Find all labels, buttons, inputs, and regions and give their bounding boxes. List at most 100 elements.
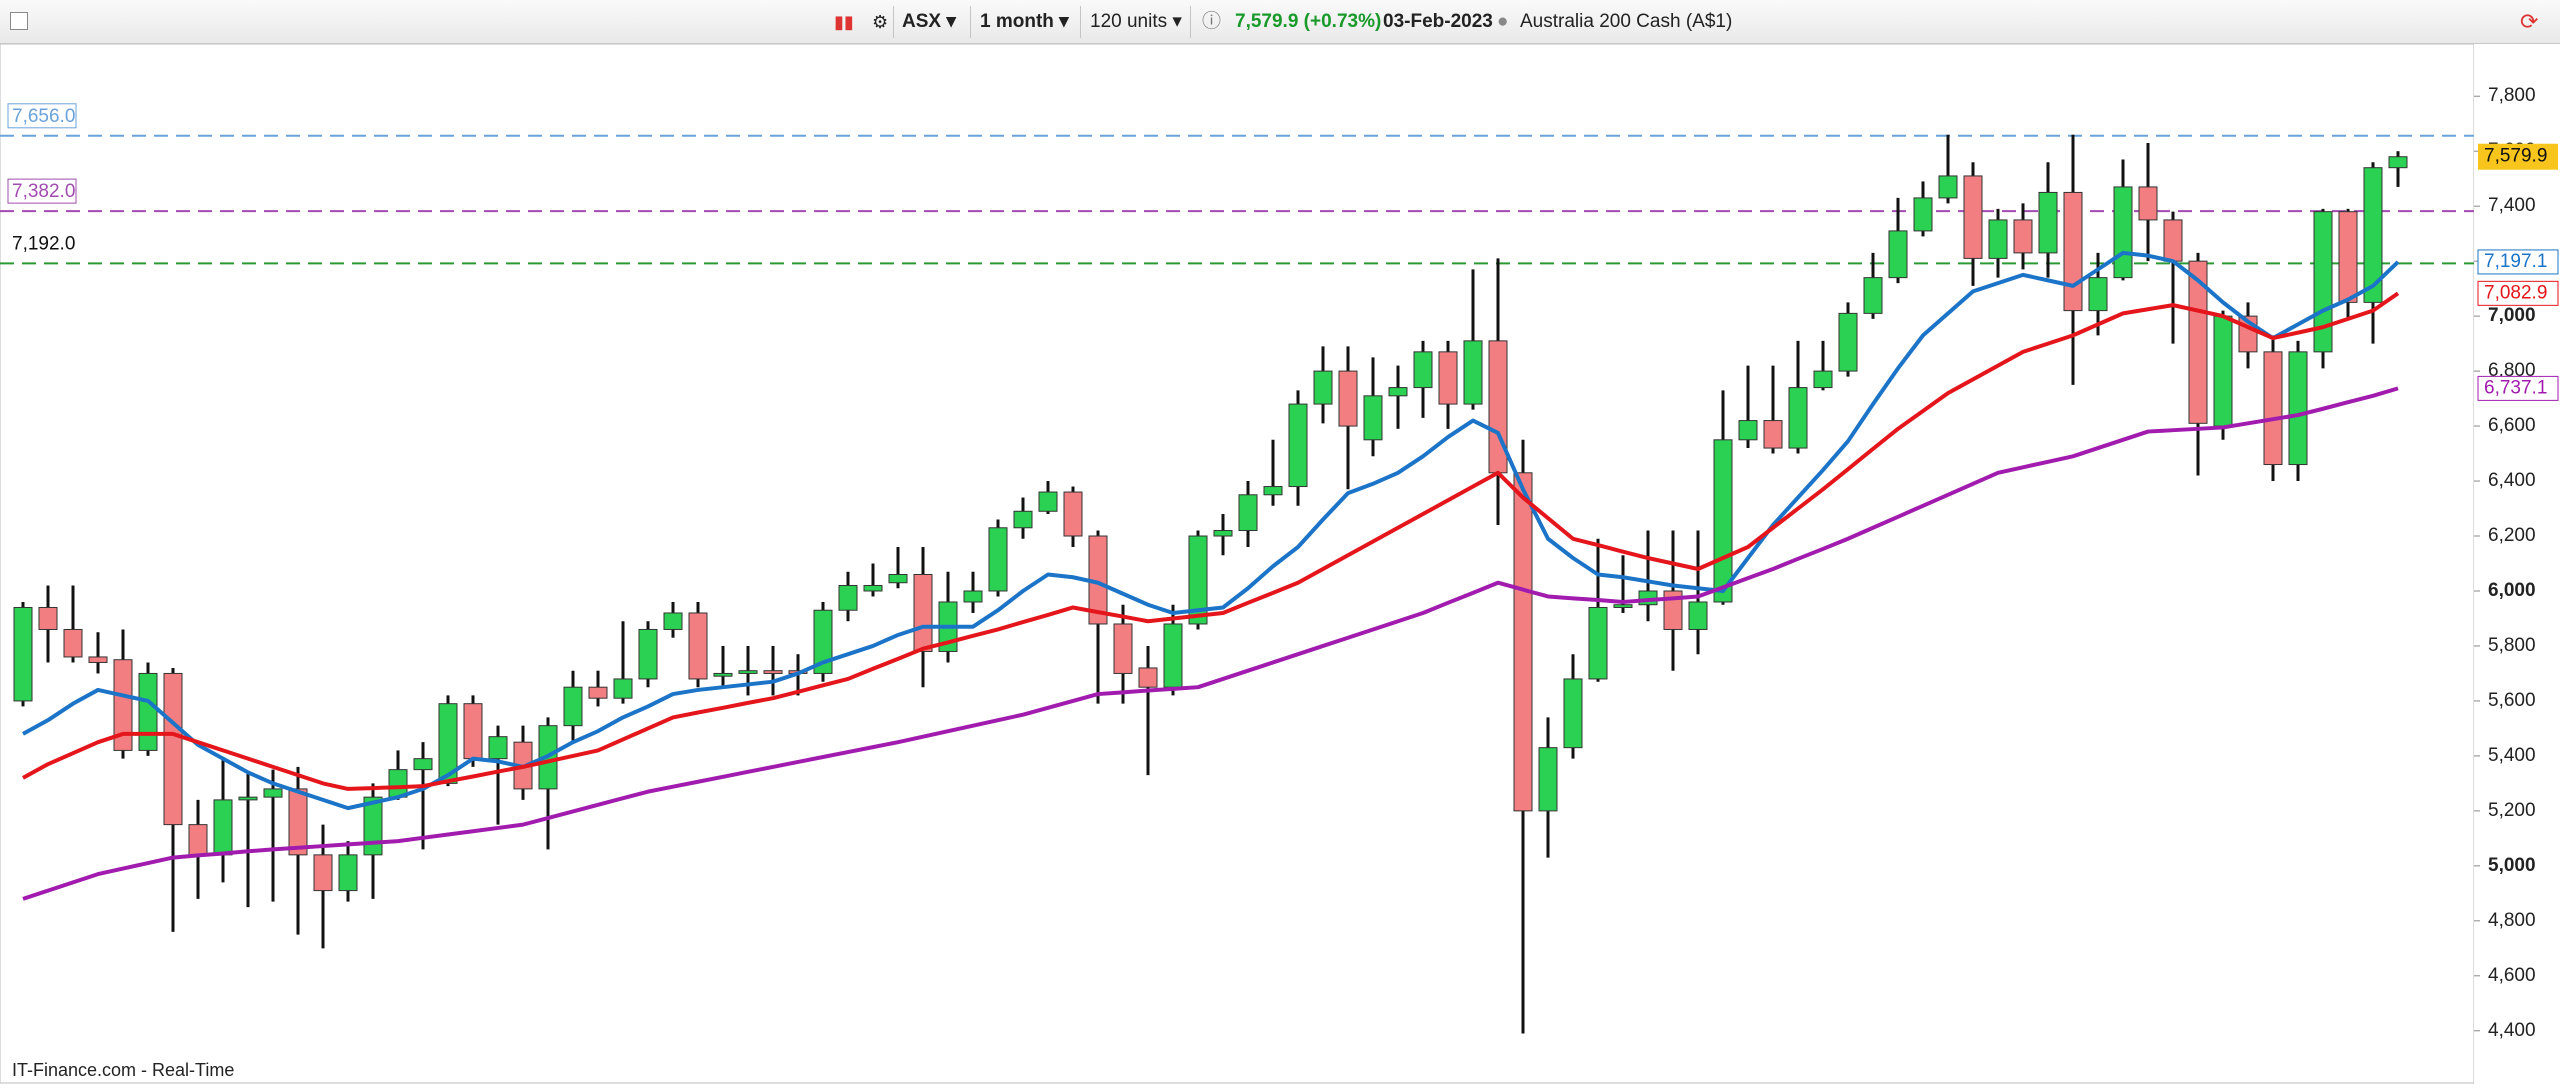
candle-body xyxy=(463,703,483,760)
candle-body xyxy=(1488,340,1508,474)
level-label: 7,656.0 xyxy=(12,106,75,127)
level-label: 7,192.0 xyxy=(12,233,75,254)
axis-area xyxy=(2474,44,2560,1083)
candle-body xyxy=(1263,486,1283,496)
line-value-label: 6,737.1 xyxy=(2484,377,2547,398)
candle-body xyxy=(663,612,683,630)
candle-body xyxy=(988,527,1008,592)
level-label-box xyxy=(7,103,77,129)
y-tick-label: 6,800 xyxy=(2488,360,2536,381)
candle-body xyxy=(213,799,233,856)
settings-icon[interactable]: ⚙ xyxy=(872,12,889,32)
candle-body xyxy=(488,736,508,760)
candle-body xyxy=(2013,219,2033,254)
candle-body xyxy=(563,686,583,727)
candle-body xyxy=(2288,351,2308,466)
last-price-box xyxy=(2478,143,2558,170)
candle-body xyxy=(1513,472,1533,812)
y-tick-label: 5,800 xyxy=(2488,635,2536,656)
y-tick-label: 7,800 xyxy=(2488,85,2536,106)
candle-body xyxy=(1188,535,1208,625)
candle-body xyxy=(763,670,783,674)
y-tick-label: 5,600 xyxy=(2488,690,2536,711)
units-text: 120 units xyxy=(1090,11,1168,32)
symbol[interactable]: ASX ▾ xyxy=(902,11,956,32)
line-value-box xyxy=(2477,375,2559,401)
candle-body xyxy=(1163,623,1183,688)
candle-body xyxy=(63,628,83,658)
symbol-text: ASX xyxy=(902,11,942,32)
refresh-icon[interactable]: ⟳ xyxy=(2520,9,2539,34)
candle-body xyxy=(1213,530,1233,537)
candle-body xyxy=(838,584,858,611)
level-label-box xyxy=(8,231,76,256)
candle-body xyxy=(613,678,633,699)
interval-text: 1 month xyxy=(980,11,1054,32)
candle-body xyxy=(13,606,33,702)
candle-body xyxy=(813,609,833,674)
candle-body xyxy=(688,612,708,680)
y-tick-label: 6,200 xyxy=(2488,525,2536,546)
candle-body xyxy=(2313,211,2333,353)
candle-body xyxy=(713,672,733,677)
candle-body xyxy=(263,788,283,798)
candle-body xyxy=(1288,403,1308,488)
candle-body xyxy=(1738,420,1758,441)
line-value-label: 7,197.1 xyxy=(2484,251,2547,272)
toolbar: ▮▮ ⚙ ASX ▾ 1 month ▾ 120 units ▾ ⓘ 7,579… xyxy=(0,0,2560,44)
candle-body xyxy=(1338,370,1358,427)
candle-body xyxy=(188,824,208,856)
candle-body xyxy=(2113,186,2133,279)
candle-body xyxy=(238,796,258,801)
candle-body xyxy=(638,628,658,680)
y-tick-label: 6,400 xyxy=(2488,470,2536,491)
candle-body xyxy=(1788,387,1808,449)
plot-area xyxy=(0,44,2475,1084)
candle-body xyxy=(1888,230,1908,279)
candle-body xyxy=(2038,191,2058,254)
y-tick-label: 5,200 xyxy=(2488,800,2536,821)
candle-body xyxy=(1413,351,1433,389)
quote-date: 03-Feb-2023 xyxy=(1383,11,1493,32)
level-label-box xyxy=(7,178,77,204)
quote: 7,579.9 (+0.73%) xyxy=(1235,11,1382,32)
chart: 4,400 4,600 4,800 5,000 5,200 5,400 5,600 5,800… xyxy=(0,44,2560,1084)
status-dot: ● xyxy=(1497,11,1509,32)
candle-body xyxy=(2063,191,2083,312)
candle-body xyxy=(1313,370,1333,405)
candle-body xyxy=(963,590,983,603)
line-value-box xyxy=(2477,280,2559,306)
window-icon[interactable] xyxy=(10,12,28,30)
candle-body xyxy=(1388,387,1408,397)
info-icon[interactable]: ⓘ xyxy=(1202,11,1222,32)
candle-body xyxy=(2138,186,2158,221)
candle-body xyxy=(313,854,333,892)
y-tick-label: 7,400 xyxy=(2488,195,2536,216)
footer: IT-Finance.com - Real-Time xyxy=(12,1060,235,1080)
moving-average-line xyxy=(22,250,2400,811)
candle-body xyxy=(2363,167,2383,303)
y-tick-label: 6,600 xyxy=(2488,415,2536,436)
chart-type-icon[interactable]: ▮▮ xyxy=(834,12,854,32)
candle-body xyxy=(413,758,433,771)
interval[interactable]: 1 month ▾ xyxy=(980,11,1069,32)
candle-body xyxy=(1438,351,1458,405)
y-tick-label: 6,000 xyxy=(2488,580,2536,601)
moving-average-line xyxy=(22,291,2400,791)
candle-body xyxy=(1963,175,1983,259)
line-value-label: 7,082.9 xyxy=(2484,282,2547,303)
candle-body xyxy=(1138,667,1158,688)
candle-body xyxy=(1038,491,1058,512)
candle-body xyxy=(1013,510,1033,529)
candle-body xyxy=(2088,277,2108,312)
candle-body xyxy=(1113,623,1133,674)
candle-body xyxy=(913,573,933,652)
units[interactable]: 120 units ▾ xyxy=(1090,11,1182,32)
candle-body xyxy=(363,796,383,856)
line-value-box xyxy=(2477,249,2559,275)
moving-average-line xyxy=(22,386,2399,901)
candle-body xyxy=(1938,175,1958,199)
candle-body xyxy=(2338,211,2358,303)
candle-body xyxy=(1238,494,1258,532)
